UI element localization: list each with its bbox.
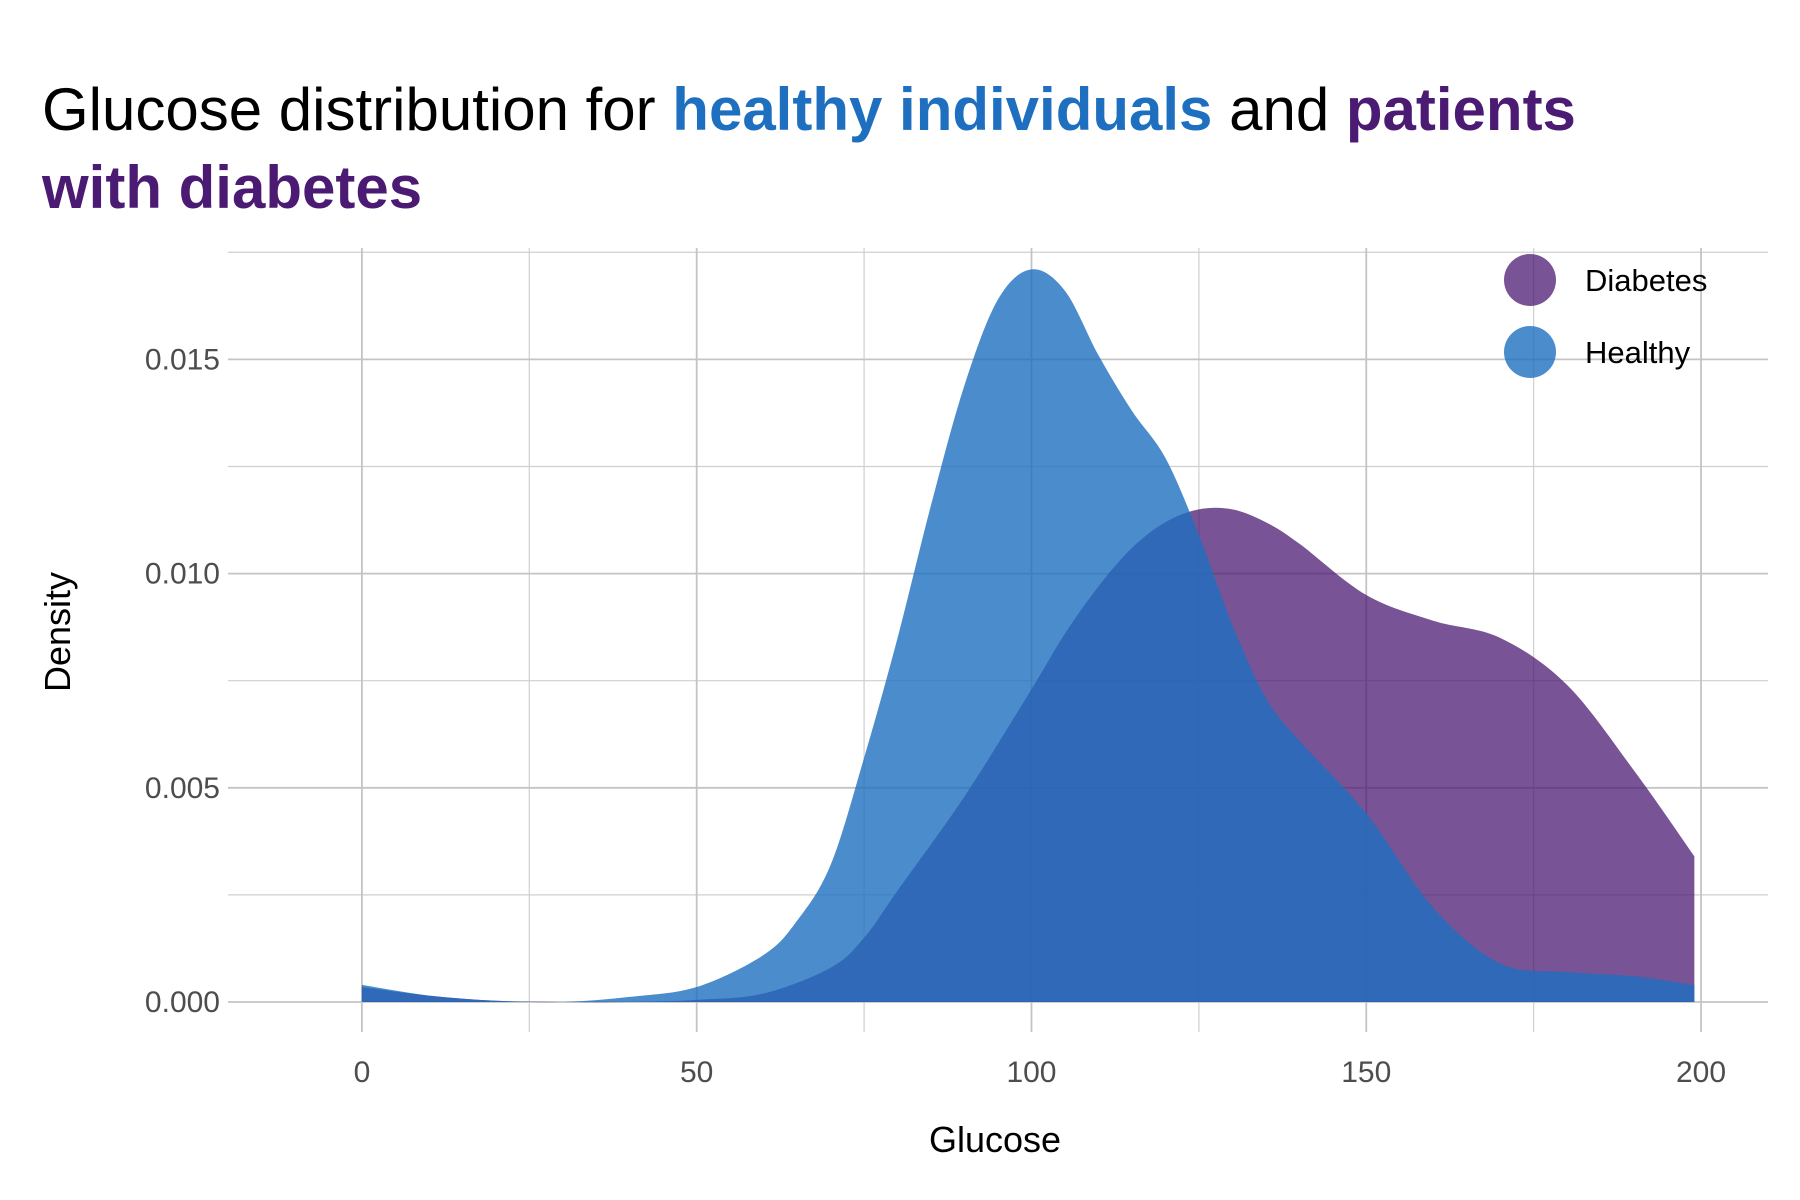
x-tick-label: 0 <box>354 1056 371 1089</box>
legend: Diabetes Healthy <box>1504 254 1707 378</box>
legend-label-healthy: Healthy <box>1585 335 1691 370</box>
density-areas <box>361 269 1695 1003</box>
title-segment: healthy individuals <box>672 76 1212 143</box>
legend-key-diabetes <box>1504 254 1556 306</box>
density-area-healthy <box>361 269 1695 1003</box>
y-tick-labels: 0.000 0.005 0.010 0.015 <box>145 343 220 1019</box>
x-tick-label: 50 <box>680 1056 713 1089</box>
chart-title-line-2: with diabetes <box>41 154 422 221</box>
x-tick-label: 150 <box>1341 1056 1391 1089</box>
x-tick-label: 100 <box>1006 1056 1056 1089</box>
y-tick-label: 0.005 <box>145 772 220 805</box>
title-segment: with diabetes <box>41 154 422 221</box>
x-tick-label: 200 <box>1676 1056 1726 1089</box>
legend-key-healthy <box>1504 326 1556 378</box>
y-tick-label: 0.010 <box>145 558 220 591</box>
title-segment: Glucose distribution for <box>42 76 672 143</box>
x-axis-label: Glucose <box>929 1119 1061 1160</box>
title-segment: and <box>1212 76 1345 143</box>
y-tick-label: 0.000 <box>145 986 220 1019</box>
y-axis-label: Density <box>37 572 78 692</box>
chart-title-line-1: Glucose distribution for healthy individ… <box>42 76 1576 143</box>
x-tick-labels: 0 50 100 150 200 <box>354 1056 1727 1089</box>
legend-label-diabetes: Diabetes <box>1585 263 1707 298</box>
y-tick-label: 0.015 <box>145 343 220 376</box>
title-segment: patients <box>1346 76 1576 143</box>
